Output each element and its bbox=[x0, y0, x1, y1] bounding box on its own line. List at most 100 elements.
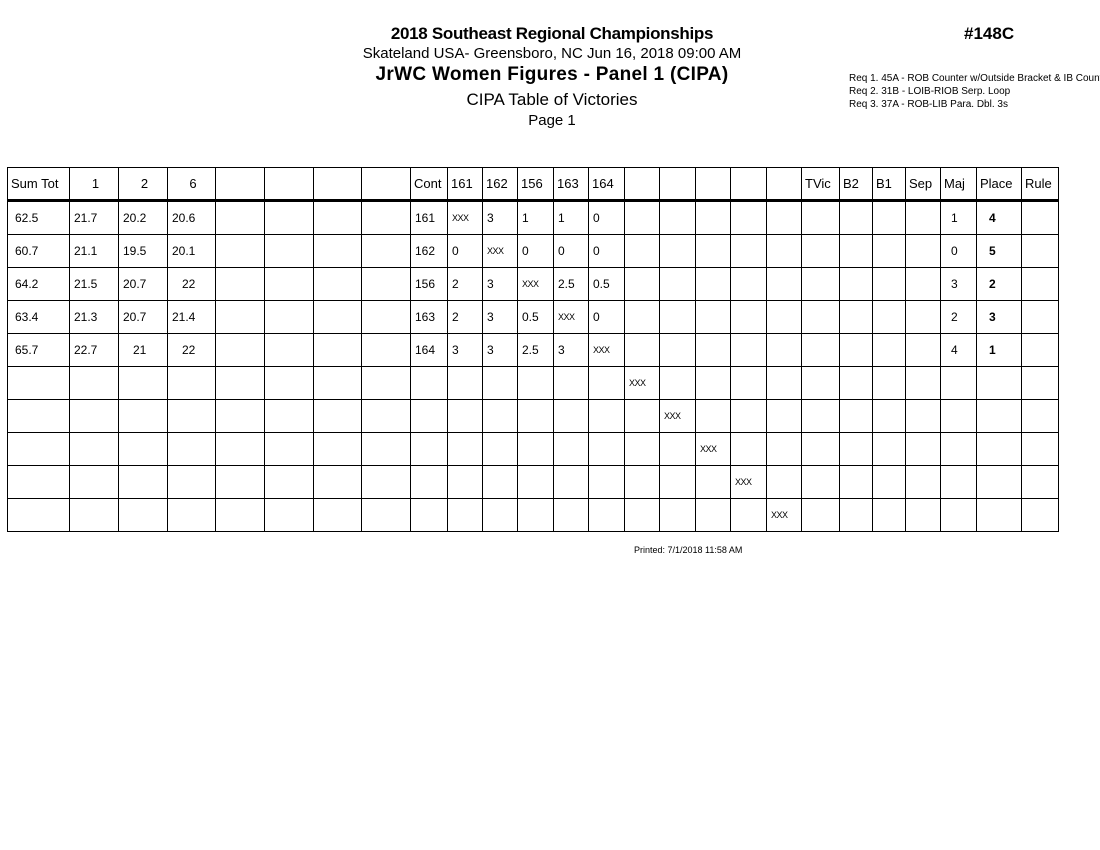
table-cell bbox=[482, 498, 518, 532]
table-cell bbox=[1021, 465, 1059, 499]
table-cell bbox=[361, 366, 411, 400]
table-cell: 156 bbox=[410, 267, 448, 301]
table-cell bbox=[313, 234, 362, 268]
table-cell bbox=[695, 267, 731, 301]
table-cell bbox=[730, 300, 767, 334]
table-cell: 21.5 bbox=[69, 267, 119, 301]
table-cell bbox=[624, 200, 660, 235]
table-cell bbox=[695, 465, 731, 499]
table-cell: 22 bbox=[167, 333, 216, 367]
table-cell bbox=[839, 366, 873, 400]
table-cell bbox=[553, 399, 589, 433]
table-cell bbox=[7, 366, 70, 400]
table-cell bbox=[167, 498, 216, 532]
table-cell bbox=[872, 200, 906, 235]
table-cell bbox=[624, 399, 660, 433]
table-cell bbox=[872, 399, 906, 433]
table-cell bbox=[1021, 432, 1059, 466]
table-cell: 0 bbox=[588, 200, 625, 235]
table-cell: 20.6 bbox=[167, 200, 216, 235]
table-cell bbox=[264, 432, 314, 466]
table-cell bbox=[447, 498, 483, 532]
table-cell bbox=[7, 399, 70, 433]
table-cell: 63.4 bbox=[7, 300, 70, 334]
column-header: Cont bbox=[410, 167, 448, 202]
table-cell bbox=[940, 465, 977, 499]
column-header: 1 bbox=[69, 167, 119, 202]
requirement-2: Req 2. 31B - LOIB-RIOB Serp. Loop bbox=[849, 86, 1011, 97]
table-cell bbox=[730, 399, 767, 433]
table-cell bbox=[905, 366, 941, 400]
column-header bbox=[766, 167, 802, 202]
table-cell: 0.5 bbox=[588, 267, 625, 301]
table-cell bbox=[659, 366, 696, 400]
table-cell bbox=[215, 333, 265, 367]
table-cell bbox=[766, 300, 802, 334]
table-cell bbox=[695, 366, 731, 400]
table-row: XXX bbox=[7, 399, 1059, 433]
table-cell: 3 bbox=[482, 300, 518, 334]
table-cell bbox=[801, 267, 840, 301]
table-cell: 0 bbox=[588, 234, 625, 268]
table-cell bbox=[872, 498, 906, 532]
table-cell bbox=[839, 432, 873, 466]
table-cell bbox=[872, 465, 906, 499]
table-cell bbox=[1021, 333, 1059, 367]
table-row: XXX bbox=[7, 432, 1059, 466]
table-cell bbox=[659, 267, 696, 301]
table-cell bbox=[482, 465, 518, 499]
table-cell bbox=[553, 366, 589, 400]
table-cell: 62.5 bbox=[7, 200, 70, 235]
table-cell bbox=[69, 432, 119, 466]
table-cell bbox=[905, 333, 941, 367]
table-cell: 22.7 bbox=[69, 333, 119, 367]
event-number: #148C bbox=[964, 24, 1015, 43]
table-cell bbox=[766, 267, 802, 301]
column-header: TVic bbox=[801, 167, 840, 202]
table-cell bbox=[118, 432, 168, 466]
table-cell bbox=[588, 366, 625, 400]
table-cell: 21.7 bbox=[69, 200, 119, 235]
table-cell: 22 bbox=[167, 267, 216, 301]
column-header: Rule bbox=[1021, 167, 1059, 202]
table-cell bbox=[167, 366, 216, 400]
table-cell bbox=[801, 498, 840, 532]
table-cell: 3 bbox=[447, 333, 483, 367]
table-cell: 1 bbox=[976, 333, 1022, 367]
table-cell bbox=[872, 366, 906, 400]
table-cell bbox=[410, 465, 448, 499]
table-cell bbox=[839, 200, 873, 235]
table-cell bbox=[447, 465, 483, 499]
table-cell bbox=[1021, 498, 1059, 532]
table-cell: 65.7 bbox=[7, 333, 70, 367]
self-comparison-cell: XXX bbox=[659, 399, 696, 433]
requirement-1: Req 1. 45A - ROB Counter w/Outside Brack… bbox=[849, 73, 1100, 84]
table-cell bbox=[1021, 234, 1059, 268]
table-cell bbox=[801, 366, 840, 400]
column-header: 162 bbox=[482, 167, 518, 202]
table-cell bbox=[940, 366, 977, 400]
table-cell: 3 bbox=[976, 300, 1022, 334]
table-cell bbox=[447, 366, 483, 400]
table-cell bbox=[215, 234, 265, 268]
table-cell bbox=[659, 333, 696, 367]
table-cell bbox=[167, 432, 216, 466]
table-row: 60.7 21.1 19.5 20.1 162 0 XXX 0 0 0 0 5 bbox=[7, 234, 1059, 268]
table-cell: 162 bbox=[410, 234, 448, 268]
table-cell bbox=[801, 300, 840, 334]
column-header bbox=[695, 167, 731, 202]
table-cell bbox=[215, 300, 265, 334]
table-cell bbox=[905, 267, 941, 301]
column-header: 161 bbox=[447, 167, 483, 202]
table-cell bbox=[872, 300, 906, 334]
table-cell bbox=[167, 399, 216, 433]
table-cell: 2.5 bbox=[517, 333, 554, 367]
table-cell bbox=[976, 399, 1022, 433]
table-cell bbox=[264, 300, 314, 334]
table-cell: 3 bbox=[940, 267, 977, 301]
table-cell bbox=[69, 498, 119, 532]
table-cell bbox=[801, 399, 840, 433]
column-header: 164 bbox=[588, 167, 625, 202]
table-row: XXX bbox=[7, 366, 1059, 400]
table-cell: 163 bbox=[410, 300, 448, 334]
